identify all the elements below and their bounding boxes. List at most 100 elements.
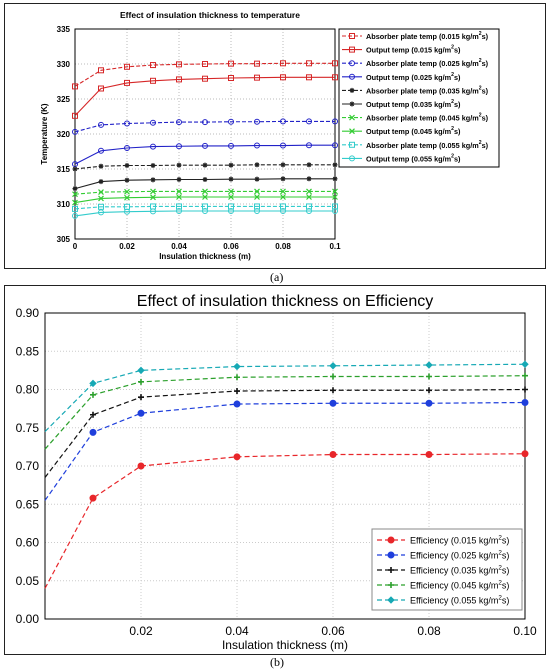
y-tick-label: 0.60 [16, 536, 40, 550]
series-line [74, 62, 335, 87]
data-point [98, 209, 104, 216]
chart-title: Effect of insulation thickness to temper… [120, 10, 300, 20]
y-tick-label: 330 [57, 60, 71, 69]
data-point [228, 162, 234, 168]
data-point [254, 142, 260, 149]
data-point [90, 391, 96, 398]
series [44, 360, 529, 432]
data-point [521, 399, 529, 407]
data-point [176, 76, 182, 83]
panel-a: 305 310 315 320 325 330 335 0 0.02 0.04 0.06 0.08 0.… [4, 3, 546, 269]
data-point [521, 360, 529, 368]
series-line [74, 190, 335, 195]
legend-marker [349, 46, 355, 53]
data-point [176, 143, 182, 150]
legend-label: Efficiency (0.035 kg/m2s) [410, 565, 509, 576]
series [44, 372, 528, 450]
legend-marker [349, 60, 355, 67]
legend-label: Efficiency (0.025 kg/m2s) [410, 550, 509, 561]
data-point [202, 188, 208, 195]
legend-marker [387, 596, 395, 604]
legend-marker [387, 551, 395, 559]
data-point [137, 366, 145, 375]
data-point [330, 373, 336, 380]
legend-box [338, 28, 500, 168]
data-point [202, 194, 208, 200]
data-point [306, 194, 312, 200]
series-line [74, 205, 335, 210]
panel-label-b: (b) [270, 655, 284, 669]
x-tick-label: 0.08 [417, 624, 441, 638]
data-point [332, 188, 338, 195]
data-point [306, 60, 312, 67]
data-point [228, 188, 234, 195]
data-point [98, 147, 104, 154]
legend-marker [388, 582, 394, 588]
panel-b: 0.90 0.85 0.80 0.75 0.70 0.65 0.60 0.05 0.00 0.02… [4, 285, 546, 655]
data-point [150, 163, 156, 168]
grid [74, 28, 336, 240]
data-point [98, 85, 104, 92]
legend-marker [349, 73, 355, 80]
data-point [228, 118, 234, 125]
legend-label: Output temp (0.045 kg/m2s) [366, 126, 461, 136]
data-point [90, 411, 96, 418]
series [72, 142, 338, 168]
legend-label: Absorber plate temp (0.045 kg/m2s) [366, 113, 489, 123]
legend-label: Efficiency (0.055 kg/m2s) [410, 595, 509, 606]
data-point [98, 189, 104, 196]
y-tick-label: 0.80 [16, 383, 40, 397]
data-point [332, 142, 338, 149]
series [72, 176, 338, 192]
data-point [522, 372, 528, 379]
data-point [332, 208, 338, 214]
temperature-chart: 305 310 315 320 325 330 335 0 0.02 0.04 0.06 0.08 0.… [40, 10, 500, 261]
x-tick-label: 0.06 [223, 242, 239, 251]
data-point [202, 208, 208, 214]
data-point [228, 208, 234, 214]
series-line [44, 375, 526, 450]
series [44, 386, 528, 478]
data-point [98, 163, 104, 169]
y-tick-label: 305 [57, 235, 71, 244]
y-tick-label: 0.70 [16, 459, 40, 473]
x-tick-label: 0.04 [171, 242, 187, 251]
data-point [72, 83, 78, 90]
data-point [202, 162, 208, 168]
x-tick-label: 0.08 [275, 242, 291, 251]
y-tick-label: 0.85 [16, 344, 40, 358]
data-point [124, 120, 130, 127]
data-point [228, 60, 234, 67]
legend-label: Absorber plate temp (0.015 kg/m2s) [366, 31, 489, 41]
series-line [44, 388, 526, 478]
data-point [176, 119, 182, 126]
data-point [233, 362, 241, 371]
data-point [176, 208, 182, 214]
data-point [89, 428, 97, 436]
data-point [280, 74, 286, 81]
data-point [176, 188, 182, 195]
legend-marker [349, 114, 355, 121]
data-point [254, 60, 260, 67]
y-tick-label: 0.00 [16, 612, 40, 626]
series-line [74, 76, 335, 117]
x-axis-label: Insulation thickness (m) [159, 252, 251, 261]
y-tick-label: 0.65 [16, 497, 40, 511]
data-point [332, 60, 338, 67]
data-point [138, 378, 144, 385]
x-axis-label: Insulation thickness (m) [222, 638, 348, 652]
y-tick-label: 335 [57, 25, 71, 34]
data-point [426, 373, 432, 380]
legend-label: Absorber plate temp (0.055 kg/m2s) [366, 140, 489, 150]
y-tick-label: 315 [57, 165, 71, 174]
data-point [306, 176, 312, 182]
data-point [233, 400, 241, 408]
data-point [137, 409, 145, 417]
series [72, 208, 338, 219]
legend-marker [349, 141, 355, 148]
efficiency-chart: 0.90 0.85 0.80 0.75 0.70 0.65 0.60 0.05 0.00 0.02… [16, 293, 537, 652]
data-point [150, 62, 156, 69]
data-point [98, 195, 104, 202]
data-point [176, 177, 182, 182]
legend-label: Absorber plate temp (0.025 kg/m2s) [366, 58, 489, 68]
